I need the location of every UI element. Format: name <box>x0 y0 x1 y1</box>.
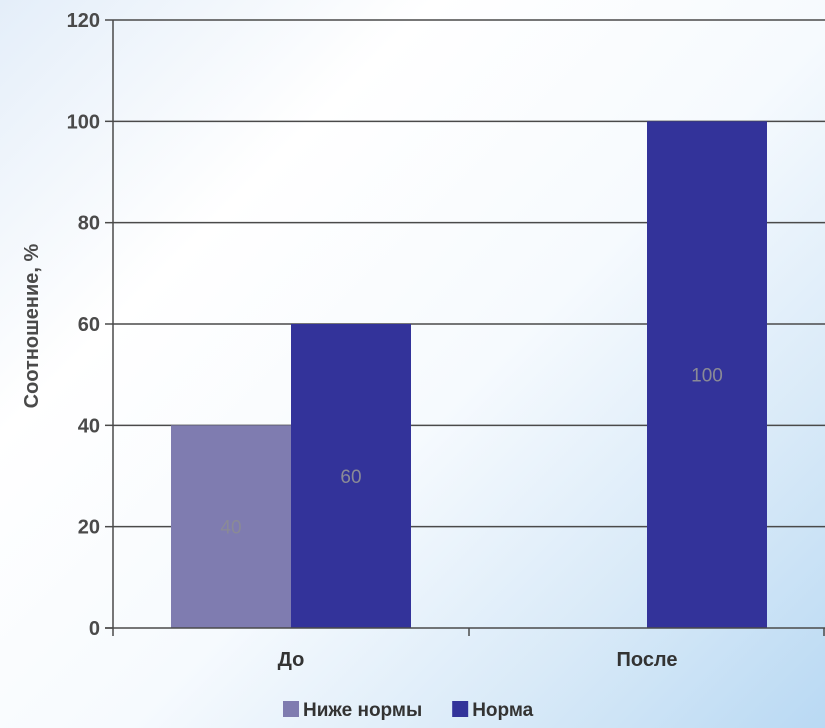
axes: 0 20 40 60 80 100 120 До После <box>67 10 825 671</box>
bar <box>647 121 767 628</box>
y-tick-label: 120 <box>67 10 100 32</box>
y-tick-label: 40 <box>78 415 100 437</box>
legend-swatch <box>283 701 299 717</box>
y-tick-label: 60 <box>78 314 100 336</box>
bar <box>171 425 291 628</box>
legend-label: Норма <box>472 700 533 721</box>
x-tick-label: До <box>278 649 305 671</box>
bars <box>171 121 767 628</box>
y-tick-label: 0 <box>89 618 100 640</box>
data-labels: 40 60 100 <box>220 366 722 539</box>
legend: Ниже нормы Норма <box>283 700 534 721</box>
data-label: 60 <box>340 467 361 488</box>
data-label: 40 <box>220 518 241 539</box>
x-tick-label: После <box>616 649 677 671</box>
legend-swatch <box>452 701 469 717</box>
y-axis-label: Соотношение, % <box>21 243 43 408</box>
y-tick-label: 20 <box>78 517 100 539</box>
legend-label: Ниже нормы <box>303 700 422 721</box>
data-label: 100 <box>691 366 723 387</box>
bar <box>291 324 411 628</box>
y-tick-label: 80 <box>78 213 100 235</box>
y-tick-label: 100 <box>67 111 100 133</box>
